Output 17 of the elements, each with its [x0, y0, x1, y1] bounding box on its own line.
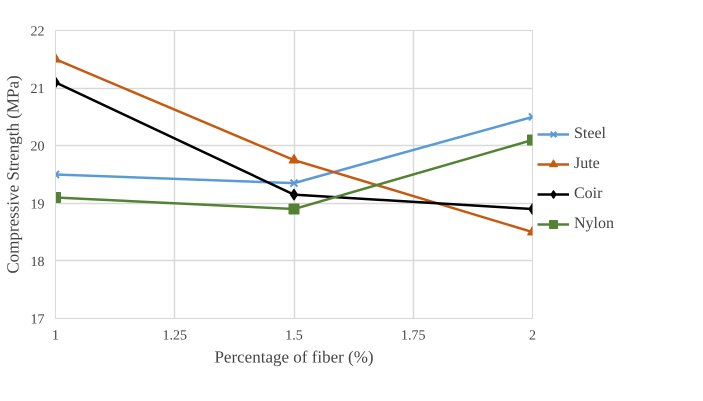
x-tick-label: 1.5: [285, 328, 303, 344]
y-tick-label: 21: [30, 82, 44, 98]
y-tick-label: 22: [30, 24, 44, 40]
x-tick-label: 2: [529, 328, 536, 344]
legend-label: Coir: [574, 184, 602, 202]
legend-label: Jute: [574, 154, 600, 172]
x-tick-label: 1: [52, 328, 59, 344]
x-tick-label: 1.75: [401, 328, 426, 344]
y-tick-label: 19: [30, 197, 44, 212]
y-tick-label: 17: [30, 312, 44, 328]
x-axis-title: Percentage of fiber (%): [214, 348, 374, 366]
y-axis-title: Compressive Strength (MPa): [4, 75, 22, 274]
legend-label: Nylon: [574, 214, 614, 232]
y-tick-label: 20: [30, 140, 44, 155]
y-tick-label: 18: [30, 254, 44, 270]
legend-label: Steel: [574, 124, 606, 142]
x-tick-label: 1.25: [162, 328, 187, 344]
